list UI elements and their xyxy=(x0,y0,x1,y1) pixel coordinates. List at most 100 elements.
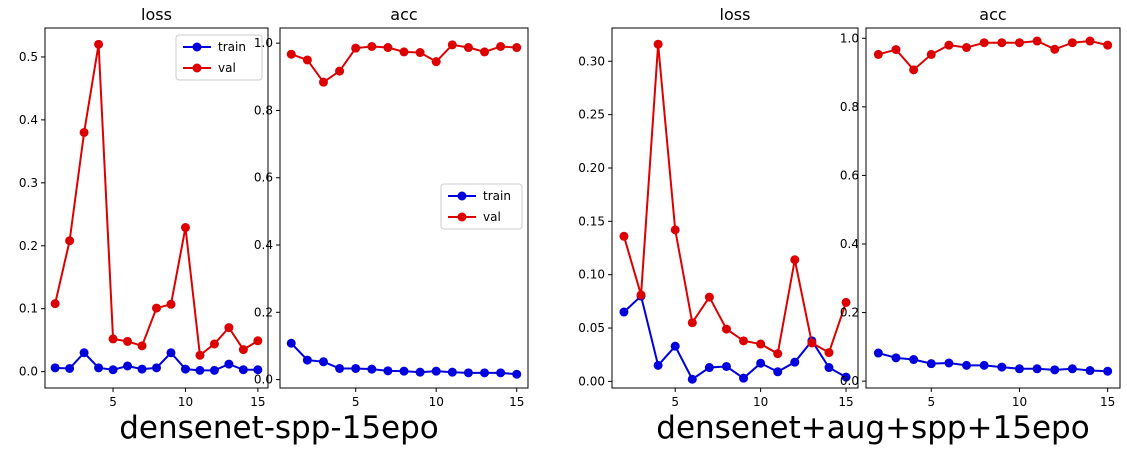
data-point-train xyxy=(721,361,731,371)
data-point-train xyxy=(152,363,161,373)
data-point-train xyxy=(335,363,345,373)
data-point-train xyxy=(962,360,972,370)
data-point-val xyxy=(463,43,473,53)
data-point-train xyxy=(463,368,473,378)
y-tick-label: 0.4 xyxy=(19,113,38,127)
data-point-val xyxy=(773,349,783,359)
data-point-val xyxy=(496,42,506,52)
series-line-val xyxy=(622,44,847,356)
data-point-train xyxy=(756,358,766,368)
data-point-val xyxy=(351,43,361,53)
data-point-train xyxy=(512,369,522,379)
data-point-train xyxy=(224,359,234,369)
y-tick-label: 0.2 xyxy=(254,305,273,319)
data-point-train xyxy=(195,365,205,375)
y-tick-label: 0.1 xyxy=(19,302,38,316)
data-point-train xyxy=(166,348,176,358)
data-point-train xyxy=(137,364,147,374)
chart-title: acc xyxy=(979,5,1006,24)
data-point-val xyxy=(962,43,972,53)
data-point-train xyxy=(909,355,919,365)
data-point-train xyxy=(108,365,118,375)
data-point-train xyxy=(383,366,393,376)
data-point-val xyxy=(824,348,834,358)
data-point-val xyxy=(739,336,749,346)
data-point-val xyxy=(286,49,296,59)
y-tick-label: 0.25 xyxy=(578,108,605,122)
chart-panel-4: acc 5 10 15 0.0 0.2 0.4 0.6 0.8 1.0 xyxy=(840,5,1121,409)
data-point-val xyxy=(480,47,490,57)
data-point-val xyxy=(636,290,646,300)
data-point-train xyxy=(926,359,936,369)
data-point-train xyxy=(180,364,190,374)
data-point-train xyxy=(979,360,989,370)
data-point-val xyxy=(790,255,800,265)
y-tick-label: 0.0 xyxy=(840,374,859,388)
data-point-train xyxy=(123,361,133,371)
plot-frame xyxy=(611,27,859,389)
data-point-val xyxy=(1050,44,1060,54)
data-point-val xyxy=(383,43,393,53)
legend-label-train: train xyxy=(218,40,246,54)
y-tick-label: 0.6 xyxy=(254,171,273,185)
data-point-val xyxy=(415,48,425,58)
data-point-train xyxy=(1103,366,1113,376)
data-point-train xyxy=(944,358,954,368)
legend-marker-val xyxy=(457,212,467,222)
x-tick-label: 10 xyxy=(1012,395,1027,409)
data-point-train xyxy=(1032,364,1042,374)
legend: train val xyxy=(175,34,263,81)
data-point-train xyxy=(238,365,248,375)
y-tick-label: 0.30 xyxy=(578,54,605,68)
data-point-val xyxy=(841,297,851,307)
chart-title: loss xyxy=(141,5,172,24)
data-point-val xyxy=(238,345,248,355)
data-point-val xyxy=(224,323,234,333)
x-tick-label: 15 xyxy=(838,395,853,409)
data-point-val xyxy=(335,66,345,76)
data-point-val xyxy=(512,43,522,53)
data-point-train xyxy=(367,364,377,374)
data-point-train xyxy=(1050,365,1060,375)
x-tick-label: 10 xyxy=(753,395,768,409)
data-point-val xyxy=(367,42,377,52)
x-tick-label: 15 xyxy=(509,395,524,409)
data-point-train xyxy=(873,348,883,358)
data-point-val xyxy=(704,292,714,302)
data-point-val xyxy=(79,127,89,137)
data-point-val xyxy=(979,38,989,48)
data-point-train xyxy=(50,363,60,373)
data-point-val xyxy=(431,57,441,67)
data-point-train xyxy=(480,368,490,378)
data-point-val xyxy=(721,324,731,334)
y-tick-label: 0.0 xyxy=(19,365,38,379)
y-tick-label: 0.5 xyxy=(19,50,38,64)
data-point-val xyxy=(180,223,190,233)
data-point-val xyxy=(1085,36,1095,46)
data-point-train xyxy=(891,353,901,363)
y-tick-label: 0.15 xyxy=(578,214,605,228)
legend-label-val: val xyxy=(483,210,501,224)
x-tick-label: 15 xyxy=(1100,395,1115,409)
data-point-train xyxy=(790,357,800,367)
y-tick-label: 1.0 xyxy=(840,31,859,45)
x-tick-label: 15 xyxy=(250,395,265,409)
data-point-train xyxy=(653,360,663,370)
data-point-train xyxy=(94,363,104,373)
chart-panel-3: loss 5 10 15 0.00 0.05 0.10 0.15 0.20 0.25 0.30 xyxy=(578,5,859,409)
x-tick-label: 10 xyxy=(429,395,444,409)
data-point-train xyxy=(351,363,361,373)
y-tick-label: 0.2 xyxy=(19,239,38,253)
data-point-val xyxy=(152,303,161,313)
caption-left: densenet-spp-15epo xyxy=(119,410,439,446)
data-point-train xyxy=(79,348,89,358)
data-point-val xyxy=(619,231,629,241)
data-point-train xyxy=(670,341,680,351)
data-point-val xyxy=(1103,40,1113,50)
data-point-val xyxy=(195,350,205,360)
y-tick-label: 0.3 xyxy=(19,176,38,190)
data-point-val xyxy=(302,55,312,65)
y-tick-label: 0.2 xyxy=(840,306,859,320)
data-point-train xyxy=(496,368,506,378)
